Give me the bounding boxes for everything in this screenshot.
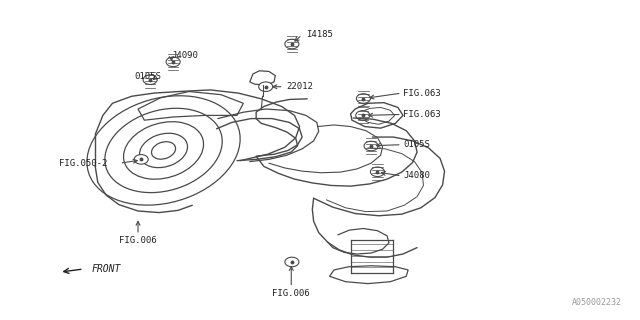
Text: FRONT: FRONT <box>92 264 121 274</box>
Ellipse shape <box>371 167 385 177</box>
Ellipse shape <box>143 75 157 84</box>
Text: 22012: 22012 <box>286 82 313 91</box>
Text: 0105S: 0105S <box>135 72 162 81</box>
Ellipse shape <box>356 111 370 120</box>
Ellipse shape <box>364 141 378 151</box>
Text: A050002232: A050002232 <box>572 298 621 307</box>
Ellipse shape <box>259 82 273 92</box>
Ellipse shape <box>285 39 299 49</box>
Text: FIG.063: FIG.063 <box>403 89 441 98</box>
Text: J4080: J4080 <box>403 172 430 180</box>
Ellipse shape <box>166 57 180 67</box>
Text: FIG.050-2: FIG.050-2 <box>60 159 108 168</box>
Ellipse shape <box>134 155 148 164</box>
Ellipse shape <box>285 257 299 267</box>
Text: I4185: I4185 <box>306 30 333 39</box>
Text: FIG.006: FIG.006 <box>273 289 310 298</box>
Text: J4090: J4090 <box>172 51 198 60</box>
Ellipse shape <box>356 94 371 103</box>
Text: FIG.063: FIG.063 <box>403 110 441 119</box>
Text: 0105S: 0105S <box>403 140 430 149</box>
Text: FIG.006: FIG.006 <box>119 236 157 245</box>
